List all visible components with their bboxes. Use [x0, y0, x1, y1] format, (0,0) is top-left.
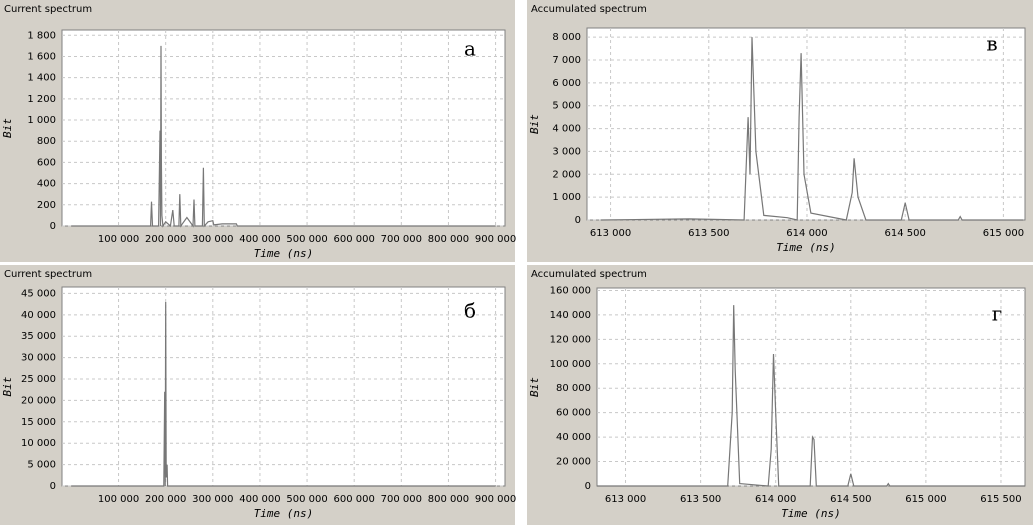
y-tick-label: 160 000 — [550, 285, 591, 296]
x-tick-label: 700 000 — [381, 494, 422, 505]
x-tick-label: 200 000 — [145, 494, 186, 505]
x-tick-label: 614 500 — [830, 494, 871, 505]
y-tick-label: 7 000 — [552, 55, 581, 66]
x-tick-label: 614 500 — [885, 228, 926, 239]
panel-title: Accumulated spectrum — [531, 269, 647, 280]
y-axis-label: Bit — [1, 118, 14, 138]
y-tick-label: 1 400 — [27, 73, 56, 84]
x-tick-label: 300 000 — [192, 494, 233, 505]
y-tick-label: 5 000 — [27, 460, 56, 471]
y-tick-label: 0 — [50, 481, 56, 492]
y-tick-label: 2 000 — [552, 169, 581, 180]
panel-title: Current spectrum — [4, 269, 92, 280]
x-axis-label: Time (ns) — [781, 507, 841, 520]
y-tick-label: 0 — [585, 481, 591, 492]
x-tick-label: 613 500 — [688, 228, 729, 239]
y-tick-label: 1 000 — [552, 192, 581, 203]
y-tick-label: 1 600 — [27, 51, 56, 62]
spectrum-line — [71, 301, 496, 487]
x-tick-label: 614 000 — [786, 228, 827, 239]
y-tick-label: 8 000 — [552, 32, 581, 43]
y-tick-label: 0 — [50, 221, 56, 232]
panel-annotation: б — [464, 299, 476, 323]
x-tick-label: 900 000 — [475, 234, 516, 245]
plot-area — [61, 286, 506, 487]
x-tick-label: 615 500 — [980, 494, 1021, 505]
panel-title: Accumulated spectrum — [531, 4, 647, 15]
y-tick-label: 800 — [37, 136, 56, 147]
panel-annotation: в — [986, 32, 997, 56]
y-axis-label: Bit — [528, 114, 541, 134]
x-tick-label: 700 000 — [381, 234, 422, 245]
y-axis-label: Bit — [1, 376, 14, 396]
y-tick-label: 45 000 — [21, 288, 56, 299]
y-tick-label: 25 000 — [21, 374, 56, 385]
x-tick-label: 500 000 — [286, 494, 327, 505]
x-tick-label: 613 000 — [605, 494, 646, 505]
y-tick-label: 20 000 — [556, 457, 591, 468]
panel-title: Current spectrum — [4, 4, 92, 15]
y-tick-label: 5 000 — [552, 101, 581, 112]
y-tick-label: 6 000 — [552, 78, 581, 89]
y-tick-label: 600 — [37, 157, 56, 168]
x-tick-label: 100 000 — [98, 494, 139, 505]
x-tick-label: 400 000 — [239, 494, 280, 505]
x-tick-label: 800 000 — [428, 494, 469, 505]
y-tick-label: 3 000 — [552, 146, 581, 157]
y-tick-label: 80 000 — [556, 383, 591, 394]
y-tick-label: 40 000 — [21, 310, 56, 321]
plot-area — [61, 29, 506, 227]
y-tick-label: 30 000 — [21, 353, 56, 364]
y-axis-label: Bit — [528, 377, 541, 397]
y-tick-label: 100 000 — [550, 359, 591, 370]
spectrum-line — [71, 45, 496, 228]
y-tick-label: 1 800 — [27, 30, 56, 41]
x-axis-label: Time (ns) — [776, 241, 836, 254]
panel-annotation: г — [992, 302, 1002, 326]
x-tick-label: 500 000 — [286, 234, 327, 245]
panel-annotation: а — [464, 37, 476, 61]
x-tick-label: 200 000 — [145, 234, 186, 245]
plot-area — [586, 27, 1026, 221]
y-tick-label: 15 000 — [21, 417, 56, 428]
y-tick-label: 35 000 — [21, 331, 56, 342]
spectrum-line — [597, 305, 1025, 487]
x-tick-label: 600 000 — [334, 234, 375, 245]
y-tick-label: 200 — [37, 200, 56, 211]
x-tick-label: 615 000 — [905, 494, 946, 505]
x-tick-label: 400 000 — [239, 234, 280, 245]
y-tick-label: 1 000 — [27, 115, 56, 126]
spectrum-line — [600, 37, 1023, 221]
x-tick-label: 600 000 — [334, 494, 375, 505]
y-tick-label: 400 — [37, 179, 56, 190]
x-axis-label: Time (ns) — [254, 247, 314, 260]
x-tick-label: 300 000 — [192, 234, 233, 245]
y-tick-label: 60 000 — [556, 408, 591, 419]
y-tick-label: 0 — [575, 215, 581, 226]
x-tick-label: 613 000 — [590, 228, 631, 239]
x-tick-label: 614 000 — [755, 494, 796, 505]
y-tick-label: 4 000 — [552, 124, 581, 135]
x-tick-label: 615 000 — [983, 228, 1024, 239]
plot-area — [596, 287, 1026, 487]
y-tick-label: 10 000 — [21, 438, 56, 449]
x-tick-label: 800 000 — [428, 234, 469, 245]
x-tick-label: 900 000 — [475, 494, 516, 505]
y-tick-label: 20 000 — [21, 395, 56, 406]
y-tick-label: 1 200 — [27, 94, 56, 105]
y-tick-label: 140 000 — [550, 310, 591, 321]
y-tick-label: 120 000 — [550, 334, 591, 345]
x-tick-label: 613 500 — [680, 494, 721, 505]
y-tick-label: 40 000 — [556, 432, 591, 443]
x-axis-label: Time (ns) — [254, 507, 314, 520]
x-tick-label: 100 000 — [98, 234, 139, 245]
